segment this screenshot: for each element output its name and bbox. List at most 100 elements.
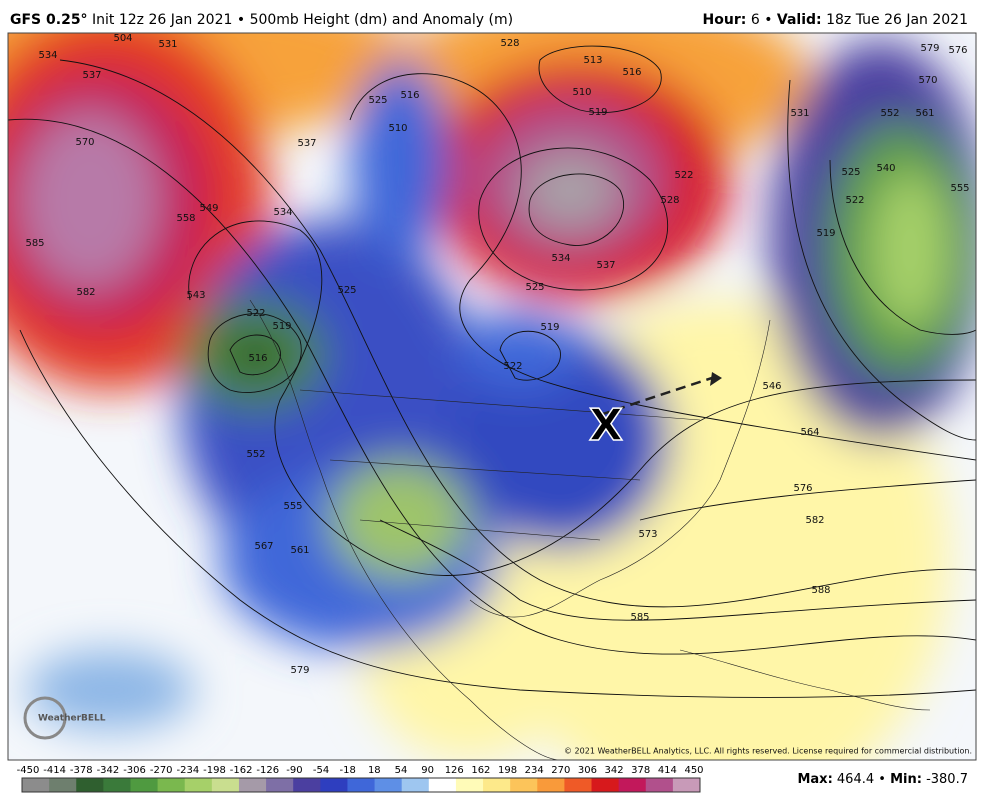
- contour-label: 525: [368, 95, 387, 106]
- contour-label: 564: [800, 427, 819, 438]
- contour-labels: 570 585 582 558 549 543 534 537 525 516 510 522 519 5…: [25, 33, 969, 676]
- colorbar-tick-label: -270: [150, 765, 173, 776]
- contour-label: 573: [638, 529, 657, 540]
- colorbar-tick-label: -126: [256, 765, 279, 776]
- colorbar-segment: [76, 778, 104, 792]
- contour-label: 582: [76, 287, 95, 298]
- contour-label: 585: [630, 612, 649, 623]
- colorbar-segment: [266, 778, 294, 792]
- contour-label: 510: [388, 123, 407, 134]
- colorbar-tick-label: -162: [230, 765, 253, 776]
- contour-label: 525: [337, 285, 356, 296]
- contour-label: 516: [622, 67, 641, 78]
- colorbar-tick-label: -450: [17, 765, 40, 776]
- contour-label: 549: [199, 203, 218, 214]
- colorbar-tick-label: 450: [684, 765, 703, 776]
- contour-label: 519: [540, 322, 559, 333]
- colorbar-segment: [618, 778, 647, 792]
- colorbar: -450 -414 -378 -342 -306 -270 -234 -198 -162 -126…: [17, 765, 704, 793]
- copyright: © 2021 WeatherBELL Analytics, LLC. All r…: [564, 747, 972, 756]
- colorbar-segment: [22, 778, 50, 792]
- colorbar-segment: [537, 778, 565, 792]
- colorbar-tick-label: 378: [631, 765, 650, 776]
- contour-label: 519: [588, 107, 607, 118]
- contour-label: 510: [572, 87, 591, 98]
- colorbar-segment: [455, 778, 484, 792]
- contour-label: 579: [920, 43, 939, 54]
- contour-label: 579: [290, 665, 309, 676]
- contour-label: 504: [113, 33, 132, 44]
- title: GFS 0.25° Init 12z 26 Jan 2021 • 500mb H…: [10, 12, 513, 28]
- contour-label: 552: [880, 108, 899, 119]
- colorbar-tick-label: -378: [70, 765, 93, 776]
- contour-label: 555: [283, 501, 302, 512]
- contour-label: 576: [948, 45, 967, 56]
- colorbar-tick-label: -414: [43, 765, 66, 776]
- contour-label: 534: [38, 50, 57, 61]
- contour-label: 555: [950, 183, 969, 194]
- coastlines: [249, 299, 931, 760]
- logo-text: WeatherBELL: [38, 714, 106, 724]
- contour-label: 585: [25, 238, 44, 249]
- colorbar-tick-label: 342: [605, 765, 624, 776]
- contour-label: 516: [248, 353, 267, 364]
- contour-label: 561: [915, 108, 934, 119]
- contour-label: 519: [272, 321, 291, 332]
- colorbar-tick-label: -198: [203, 765, 226, 776]
- contour-label: 528: [500, 38, 519, 49]
- colorbar-segment: [293, 778, 321, 792]
- height-contours: [8, 45, 976, 698]
- colorbar-tick-label: -54: [313, 765, 329, 776]
- colorbar-tick-label: 414: [658, 765, 677, 776]
- map-frame: [7, 32, 977, 761]
- low-marker: X: [589, 400, 623, 451]
- colorbar-segment: [401, 778, 430, 792]
- colorbar-segment: [483, 778, 511, 792]
- contour-label: 522: [503, 361, 522, 372]
- colorbar-segment: [320, 778, 348, 792]
- contour-label: 558: [176, 213, 195, 224]
- contour-label: 546: [762, 381, 781, 392]
- contour-label: 516: [400, 90, 419, 101]
- contour-label: 531: [158, 39, 177, 50]
- contour-label: 570: [75, 137, 94, 148]
- contour-label: 588: [811, 585, 830, 596]
- contour-label: 528: [660, 195, 679, 206]
- max-min: Max: 464.4 • Min: -380.7: [797, 772, 968, 787]
- contour-label: 576: [793, 483, 812, 494]
- contour-label: 513: [583, 55, 602, 66]
- colorbar-segment: [564, 778, 593, 792]
- colorbar-segment: [428, 778, 457, 792]
- colorbar-segment: [184, 778, 213, 792]
- valid-time: Hour: 6 • Valid: 18z Tue 26 Jan 2021: [703, 12, 968, 28]
- contour-label: 522: [674, 170, 693, 181]
- colorbar-segment: [103, 778, 131, 792]
- colorbar-segment: [510, 778, 538, 792]
- contour-label: 537: [82, 70, 101, 81]
- contour-label: 570: [918, 75, 937, 86]
- contour-label: 543: [186, 290, 205, 301]
- colorbar-tick-label: 18: [368, 765, 381, 776]
- contour-label: 567: [254, 541, 273, 552]
- colorbar-tick-label: 90: [421, 765, 434, 776]
- logo: WeatherBELL: [23, 696, 106, 740]
- colorbar-tick-label: -18: [340, 765, 356, 776]
- colorbar-segment: [591, 778, 620, 792]
- colorbar-segment: [645, 778, 674, 792]
- contour-label: 537: [297, 138, 316, 149]
- colorbar-segment: [374, 778, 403, 792]
- contour-label: 540: [876, 163, 895, 174]
- contour-label: 525: [841, 167, 860, 178]
- colorbar-segment: [130, 778, 159, 792]
- contour-label: 552: [246, 449, 265, 460]
- contour-label: 522: [246, 308, 265, 319]
- colorbar-frame: [21, 777, 701, 793]
- contour-label: 531: [790, 108, 809, 119]
- colorbar-tick-label: 306: [578, 765, 597, 776]
- contour-label: 522: [845, 195, 864, 206]
- contour-label: 525: [525, 282, 544, 293]
- colorbar-segment: [672, 778, 701, 792]
